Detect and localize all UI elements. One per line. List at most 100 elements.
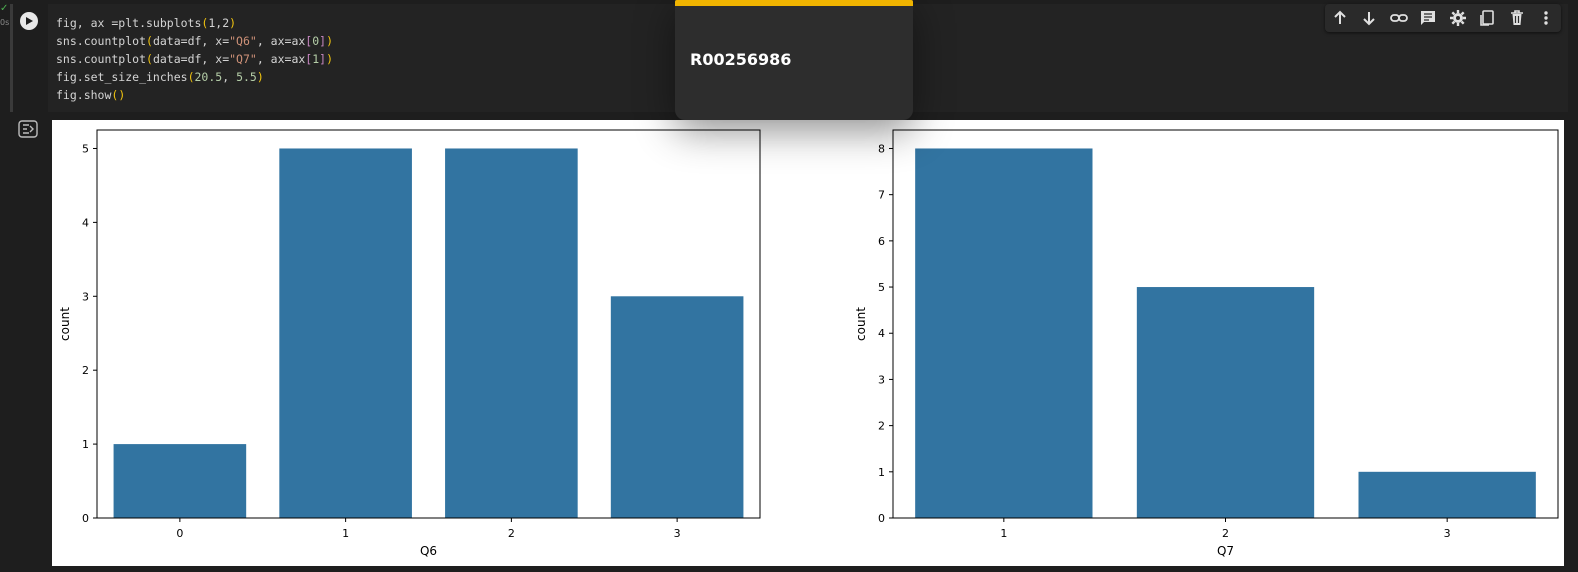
x-tick-label: 1 — [342, 527, 349, 540]
x-axis-label: Q7 — [1217, 544, 1234, 558]
y-tick-label: 2 — [82, 364, 89, 377]
x-tick-label: 3 — [674, 527, 681, 540]
code-token: ( — [146, 34, 153, 48]
code-token: 20.5 — [194, 70, 223, 84]
y-tick-label: 3 — [82, 290, 89, 303]
gear-icon — [1449, 10, 1466, 26]
code-token: data=df, x= — [152, 52, 230, 66]
chart-1: 0 1 2 3 4 5 0 1 2 3 Q6 count — [58, 129, 761, 558]
code-token: ) — [256, 70, 264, 84]
add-comment-button[interactable] — [1417, 7, 1439, 29]
y-tick-label: 1 — [82, 438, 89, 451]
arrow-up-icon — [1334, 10, 1346, 24]
code-token: [ — [305, 34, 313, 48]
tooltip-accent-bar — [675, 0, 913, 6]
bar — [113, 444, 247, 518]
code-token: fig.set_size_inches — [56, 70, 188, 84]
y-tick-label: 5 — [878, 281, 885, 294]
cell-settings-button[interactable] — [1447, 7, 1469, 29]
play-icon — [26, 17, 33, 25]
code-line: fig.set_size_inches(20.5, 5.5) — [56, 68, 264, 86]
more-vert-icon — [1544, 11, 1548, 25]
code-line: sns.countplot(data=df, x="Q7", ax=ax[1]) — [56, 50, 333, 68]
y-tick-label: 4 — [82, 216, 89, 229]
y-tick-label: 7 — [878, 189, 885, 202]
x-tick-label: 0 — [176, 527, 183, 540]
mirror-cell-icon — [1480, 10, 1495, 26]
more-actions-button[interactable] — [1535, 7, 1557, 29]
cell-tooltip: R00256986 — [675, 0, 913, 120]
figure: 0 1 2 3 4 5 0 1 2 3 Q6 count 0 1 2 3 4 5 6 7 8 1 2 3 Q7 count — [58, 129, 1559, 558]
x-tick-label: 1 — [1000, 527, 1007, 540]
code-token: ] — [319, 52, 327, 66]
code-token: ( — [187, 70, 195, 84]
code-token: 1,2 — [208, 16, 230, 30]
x-tick-label: 2 — [508, 527, 515, 540]
tooltip-text: R00256986 — [690, 50, 792, 69]
bar — [610, 296, 744, 518]
cell-toolbar — [1325, 4, 1561, 32]
code-token: "Q6" — [229, 34, 257, 48]
code-token: [ — [305, 52, 313, 66]
code-token: ] — [319, 34, 327, 48]
code-token: , — [222, 70, 237, 84]
x-tick-label: 2 — [1222, 527, 1229, 540]
comment-icon — [1421, 11, 1436, 25]
code-token: ) — [326, 34, 334, 48]
code-token: 0 — [312, 34, 320, 48]
output-scrollbar[interactable] — [1566, 120, 1578, 566]
execution-time: 0s — [0, 18, 10, 27]
bar — [445, 148, 578, 518]
code-token: , ax=ax — [256, 52, 306, 66]
bar — [1358, 471, 1536, 518]
output-menu-icon — [18, 120, 38, 138]
code-token: data=df, x= — [152, 34, 230, 48]
y-axis-label: count — [854, 307, 868, 341]
y-tick-label: 4 — [878, 327, 885, 340]
code-token: ( — [146, 52, 153, 66]
code-token: ) — [229, 16, 237, 30]
delete-cell-button[interactable] — [1506, 7, 1528, 29]
code-line: sns.countplot(data=df, x="Q6", ax=ax[0]) — [56, 32, 333, 50]
move-cell-up-button[interactable] — [1329, 7, 1351, 29]
y-tick-label: 0 — [878, 512, 885, 525]
y-tick-label: 0 — [82, 512, 89, 525]
code-token: fig.show — [56, 88, 112, 102]
arrow-down-icon — [1363, 12, 1375, 26]
y-tick-label: 3 — [878, 373, 885, 386]
y-tick-label: 6 — [878, 235, 885, 248]
y-tick-label: 8 — [878, 142, 885, 155]
cell-output: 0 1 2 3 4 5 0 1 2 3 Q6 count 0 1 2 3 4 5 6 7 8 1 2 3 Q7 count — [52, 120, 1564, 566]
bar — [1136, 287, 1315, 518]
code-token: sns.countplot — [56, 34, 147, 48]
x-tick-label: 3 — [1444, 527, 1451, 540]
code-token: sns.countplot — [56, 52, 147, 66]
code-token: fig, ax =plt.subplots — [56, 16, 202, 30]
y-tick-label: 2 — [878, 420, 885, 433]
code-token: 5.5 — [236, 70, 257, 84]
cell-focus-strip — [10, 4, 13, 112]
x-axis-label: Q6 — [420, 544, 437, 558]
link-icon — [1389, 14, 1408, 22]
execution-status-check-icon: ✓ — [0, 3, 9, 14]
trash-icon — [1510, 10, 1523, 25]
bar — [279, 148, 412, 518]
code-token: ) — [326, 52, 334, 66]
code-token: ( — [201, 16, 209, 30]
output-actions-button[interactable] — [18, 120, 38, 138]
cell-gutter — [0, 0, 52, 572]
mirror-cell-button[interactable] — [1476, 7, 1498, 29]
run-cell-button[interactable] — [20, 12, 38, 30]
code-line: fig, ax =plt.subplots(1,2) — [56, 14, 236, 32]
move-cell-down-button[interactable] — [1358, 7, 1380, 29]
code-line: fig.show() — [56, 86, 125, 104]
y-axis-label: count — [58, 307, 72, 341]
code-token: 1 — [312, 52, 320, 66]
code-token: "Q7" — [229, 52, 257, 66]
y-tick-label: 1 — [878, 466, 885, 479]
axes-frame — [96, 129, 761, 519]
code-token: , ax=ax — [256, 34, 306, 48]
copy-link-button[interactable] — [1388, 7, 1410, 29]
bar — [915, 148, 1093, 518]
code-token: () — [111, 88, 126, 102]
